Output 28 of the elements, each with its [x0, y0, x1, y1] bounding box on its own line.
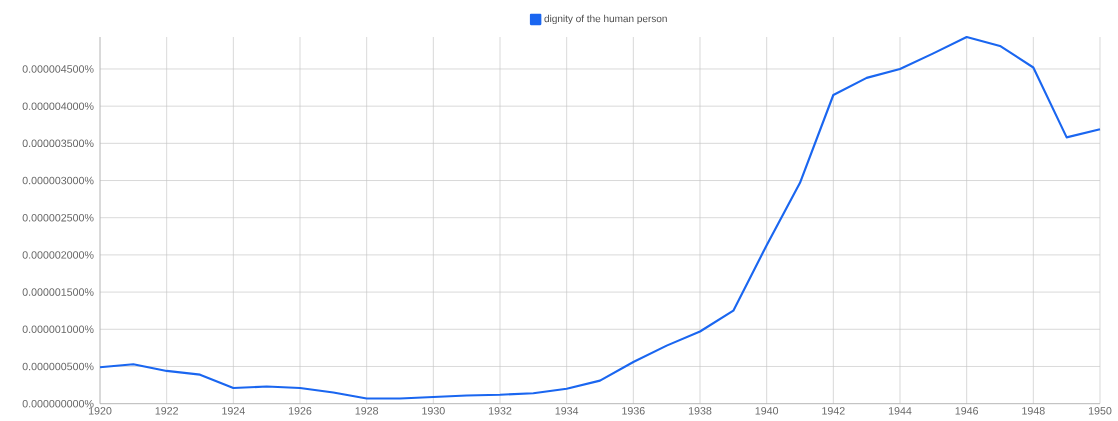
x-tick-label: 1936 — [622, 407, 645, 415]
x-tick-label: 1944 — [888, 407, 912, 415]
legend-label: dignity of the human person — [544, 14, 667, 25]
x-tick-label: 1926 — [288, 407, 312, 415]
x-tick-label: 1928 — [355, 407, 379, 415]
y-tick-label: 0.000004500% — [22, 65, 94, 73]
y-tick-label: 0.000000500% — [22, 362, 94, 371]
x-tick-label: 1938 — [688, 407, 712, 415]
y-tick-label: 0.000001000% — [22, 325, 94, 334]
x-tick-label: 1940 — [755, 407, 779, 415]
x-tick-label: 1932 — [488, 407, 512, 415]
x-tick-label: 1920 — [88, 407, 112, 415]
x-tick-label: 1924 — [222, 407, 245, 415]
y-tick-label: 0.000000000% — [22, 399, 94, 408]
x-tick-label: 1948 — [1022, 407, 1045, 415]
x-tick-label: 1942 — [822, 407, 845, 415]
x-tick-label: 1930 — [422, 407, 445, 415]
x-tick-label: 1950 — [1088, 407, 1112, 415]
y-tick-label: 0.000002500% — [22, 213, 94, 222]
y-tick-label: 0.000003000% — [22, 176, 94, 185]
x-tick-label: 1934 — [555, 407, 579, 415]
x-tick-label: 1922 — [155, 407, 178, 415]
y-tick-label: 0.000001500% — [22, 288, 94, 296]
y-tick-label: 0.000004000% — [22, 102, 94, 110]
y-tick-label: 0.000002000% — [22, 251, 94, 259]
line-series — [98, 35, 1102, 400]
y-tick-label: 0.000003500% — [22, 139, 94, 148]
x-tick-label: 1946 — [955, 407, 979, 415]
